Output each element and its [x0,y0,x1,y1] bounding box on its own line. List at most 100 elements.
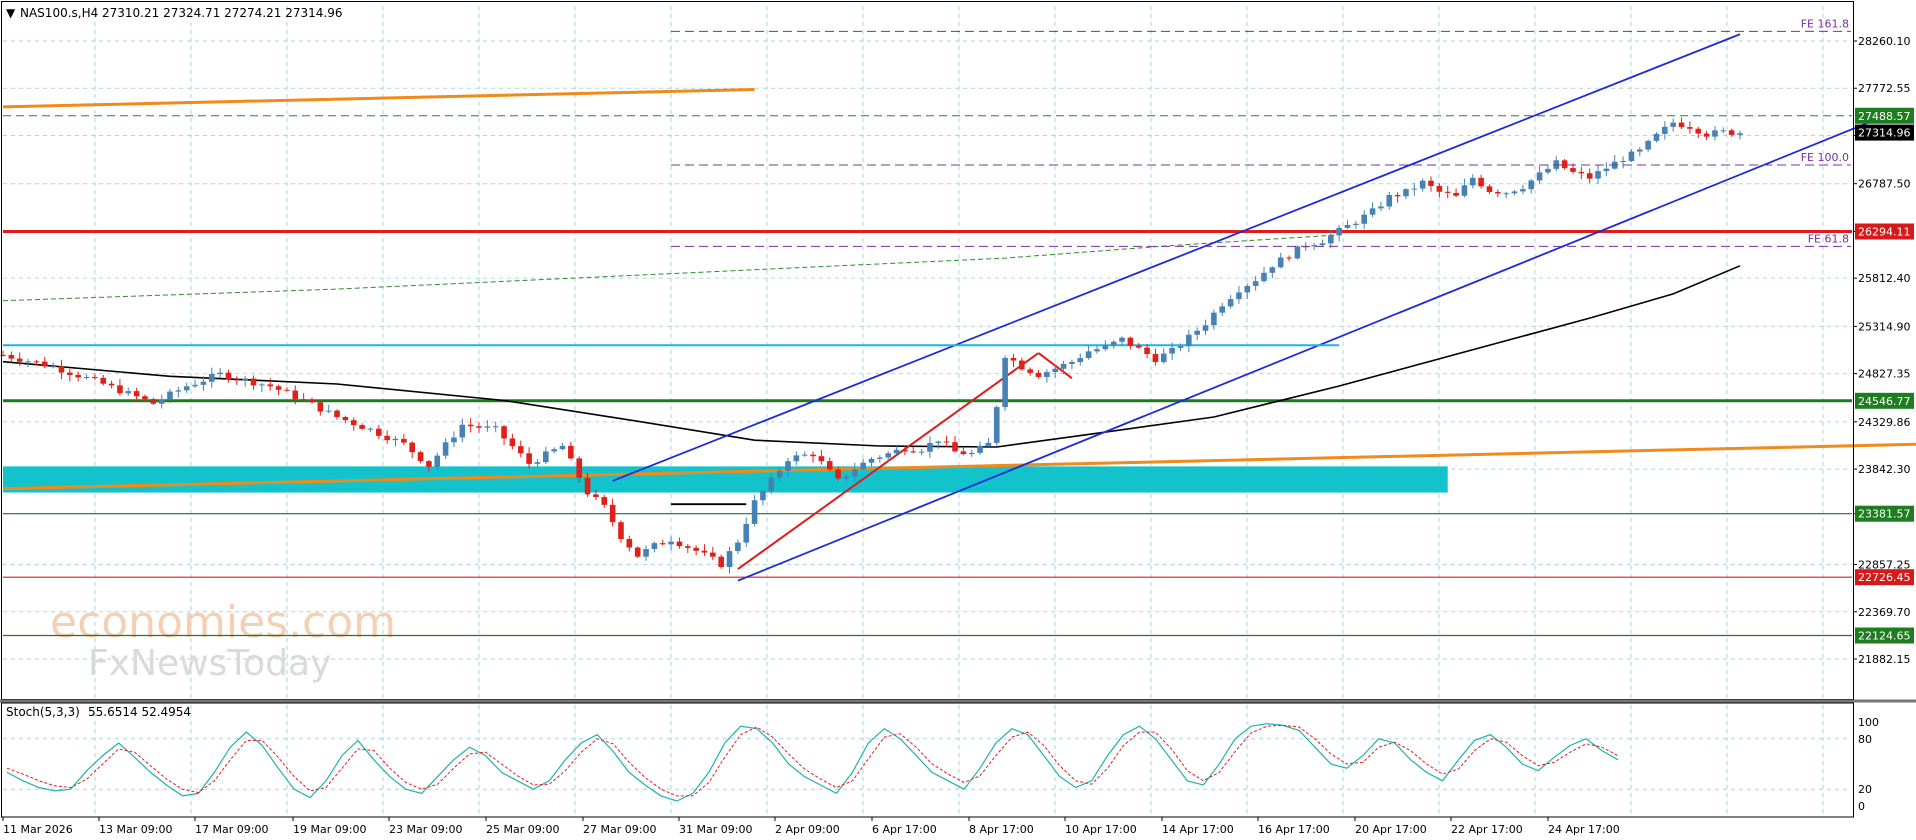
candle-body [225,372,232,380]
candle-body [183,386,190,391]
candle-body [568,445,574,459]
price-axis-label: 24329.86 [1858,416,1911,429]
candle-body [1319,243,1326,246]
candle-body [392,438,399,441]
candle-body [1662,126,1668,134]
candle-body [1344,224,1351,228]
candle-body [1394,194,1401,197]
candle-body [1069,361,1075,364]
candle-body [1135,345,1142,348]
candle-body [893,449,900,454]
candle-body [1678,122,1685,128]
candle-body [100,377,107,384]
candle-body [1160,353,1167,363]
candle-body [710,552,716,557]
candle-body [1411,188,1418,190]
candle-body [751,500,758,524]
candle-body [1453,192,1459,196]
candle-body [1169,347,1175,354]
candle-body [1127,337,1134,346]
candle-body [735,542,741,552]
level-box-label: 26294.11 [1858,225,1911,238]
price-axis-label: 21882.15 [1858,653,1911,666]
candle-body [1194,330,1200,335]
level-box [1855,505,1914,522]
candle-body [1236,292,1242,300]
stoch-axis-label: 100 [1858,716,1879,729]
candle-body [1720,130,1727,132]
price-axis-label: 27772.55 [1858,82,1911,95]
candle-body [877,457,883,459]
candle-body [910,451,917,453]
candle-body [517,446,524,454]
candle-body [651,543,658,550]
channel-upper [612,33,1741,482]
candle-body [142,396,148,400]
candle-body [1478,177,1484,187]
level-box-label: 24546.77 [1858,395,1911,408]
candle-body [1027,369,1033,373]
candle-body [25,361,31,363]
stoch-k-line [6,723,1619,802]
candle-body [785,461,791,471]
candle-body [693,547,699,551]
fibonacci-levels[interactable]: FE 161.8 FE 100.0 FE 61.8 [671,17,1851,247]
candle-body [543,451,549,463]
grid [3,6,1852,817]
candle-body [1186,334,1192,347]
level-box [1855,107,1914,124]
candle-body [1110,341,1117,346]
candle-body [359,425,365,429]
candle-body [409,442,415,453]
candle-body [1152,354,1159,363]
candle-body [16,358,23,362]
collapse-triangle-icon[interactable]: ▼ [6,6,16,20]
candle-body [810,454,816,457]
horizontal-levels[interactable] [3,115,1852,637]
candle-body [952,442,958,452]
time-axis-label: 13 Mar 09:00 [99,823,172,836]
candle-body [1044,372,1050,377]
candle-body [1645,140,1651,150]
candle-body [676,541,683,547]
candle-body [668,541,674,545]
candle-body [768,477,775,491]
candle-body [760,490,766,501]
level-box [1855,223,1914,240]
candle-body [1495,191,1501,194]
candle-body [726,551,733,568]
candle-body [818,456,825,462]
price-axis-label: 25812.40 [1858,272,1911,285]
stoch-axis-label: 20 [1858,783,1872,796]
candle-body [58,366,65,373]
candle-body [1520,189,1526,192]
candle-body [868,458,875,463]
candle-body [1311,245,1317,247]
candle-body [67,372,73,375]
stoch-axis-label: 80 [1858,733,1872,746]
candle-body [267,384,274,387]
candle-body [1269,267,1276,273]
candle-body [885,453,892,458]
candle-body [559,445,566,450]
candle-body [576,458,583,478]
candle-body [1486,186,1493,192]
candle-body [158,399,165,404]
candle-body [41,361,48,367]
candle-body [793,455,800,462]
candle-body [208,374,215,382]
candle-body [1570,168,1576,172]
candle-body [1695,128,1702,134]
candle-body [1286,257,1292,259]
candle-body [1085,351,1092,359]
trend-lines[interactable] [2,33,1916,582]
stoch-d-line [6,724,1619,797]
candle-body [718,556,724,568]
candle-body [1403,189,1409,197]
candle-body [1328,235,1334,244]
candle-body [1578,171,1585,174]
candle-body [860,462,866,470]
price-axis-label: 23842.30 [1858,463,1911,476]
candle-body [534,462,541,464]
candle-body [659,543,666,545]
